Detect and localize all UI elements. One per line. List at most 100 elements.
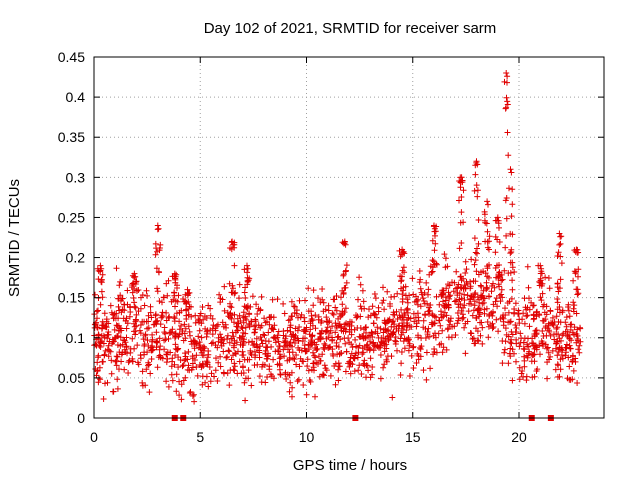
data-point <box>245 367 252 374</box>
data-point <box>531 315 538 322</box>
data-point <box>274 334 281 341</box>
data-point <box>142 332 149 339</box>
data-point <box>154 339 161 345</box>
data-point <box>431 247 438 254</box>
data-point <box>310 364 317 371</box>
data-point <box>209 315 216 322</box>
data-point <box>401 345 408 352</box>
data-point <box>566 363 573 370</box>
data-point <box>148 314 155 321</box>
data-point <box>384 353 391 360</box>
data-point <box>112 358 119 365</box>
data-point <box>358 371 365 377</box>
data-point <box>356 274 363 281</box>
data-point <box>433 314 440 321</box>
data-point <box>228 246 235 253</box>
data-point <box>282 337 289 344</box>
data-point <box>132 304 139 311</box>
data-point <box>219 319 226 326</box>
data-point <box>558 260 565 267</box>
data-point <box>333 339 340 346</box>
data-point <box>251 329 258 336</box>
data-point <box>275 338 282 345</box>
data-point <box>339 287 346 294</box>
data-point <box>454 310 461 316</box>
data-point <box>348 341 355 348</box>
data-point <box>320 371 327 378</box>
data-point <box>94 315 100 322</box>
data-point <box>341 335 348 342</box>
data-point <box>366 306 372 313</box>
data-point <box>371 291 378 297</box>
data-point <box>508 249 515 255</box>
data-point <box>293 352 300 358</box>
data-point <box>517 330 524 337</box>
data-point <box>118 358 125 365</box>
data-point <box>213 323 220 330</box>
data-point <box>224 370 231 377</box>
data-point <box>471 187 478 194</box>
data-point <box>338 294 344 301</box>
data-point <box>322 306 329 313</box>
data-point <box>382 326 389 332</box>
data-point <box>271 334 278 340</box>
data-point <box>554 306 561 313</box>
data-point <box>567 321 574 328</box>
data-point <box>387 300 393 307</box>
data-point <box>144 337 151 344</box>
data-point <box>239 342 246 349</box>
data-point <box>429 257 436 264</box>
data-point <box>287 316 294 323</box>
data-point <box>192 312 199 319</box>
data-point <box>437 322 444 329</box>
data-point <box>342 340 349 347</box>
data-point <box>288 298 295 305</box>
data-point <box>242 324 249 331</box>
data-point <box>417 285 424 292</box>
data-point <box>216 291 223 298</box>
data-point <box>329 310 336 317</box>
data-point <box>523 306 530 313</box>
data-point <box>420 367 427 374</box>
data-point <box>99 322 105 329</box>
data-point <box>256 373 263 380</box>
data-point <box>473 268 480 275</box>
data-point <box>206 364 213 370</box>
data-point <box>508 169 515 176</box>
data-point <box>505 360 512 367</box>
data-point <box>324 318 331 325</box>
data-point <box>160 294 167 301</box>
data-point <box>131 303 138 310</box>
data-point <box>575 266 582 273</box>
data-point <box>121 301 128 308</box>
data-point <box>172 279 179 286</box>
data-point <box>496 292 503 299</box>
data-point <box>194 372 201 379</box>
data-point <box>242 375 249 382</box>
data-point <box>425 286 432 293</box>
data-point <box>506 319 513 326</box>
data-point <box>475 217 482 223</box>
data-point <box>503 331 510 338</box>
data-point <box>155 354 162 361</box>
data-point <box>244 265 251 272</box>
data-point <box>223 354 230 361</box>
data-point <box>439 349 446 356</box>
data-point <box>539 340 546 347</box>
data-point <box>423 279 430 286</box>
data-point <box>254 343 261 350</box>
data-point <box>521 357 528 364</box>
data-point <box>503 104 510 111</box>
data-point <box>175 354 182 361</box>
data-point <box>332 304 339 311</box>
data-point <box>415 332 421 339</box>
data-point <box>254 311 261 317</box>
data-point <box>356 362 363 369</box>
data-point <box>121 337 128 344</box>
data-point <box>398 306 405 313</box>
data-point <box>529 340 535 346</box>
data-point <box>242 313 249 320</box>
data-point <box>143 366 150 373</box>
data-point <box>504 98 511 105</box>
data-point <box>162 336 169 343</box>
